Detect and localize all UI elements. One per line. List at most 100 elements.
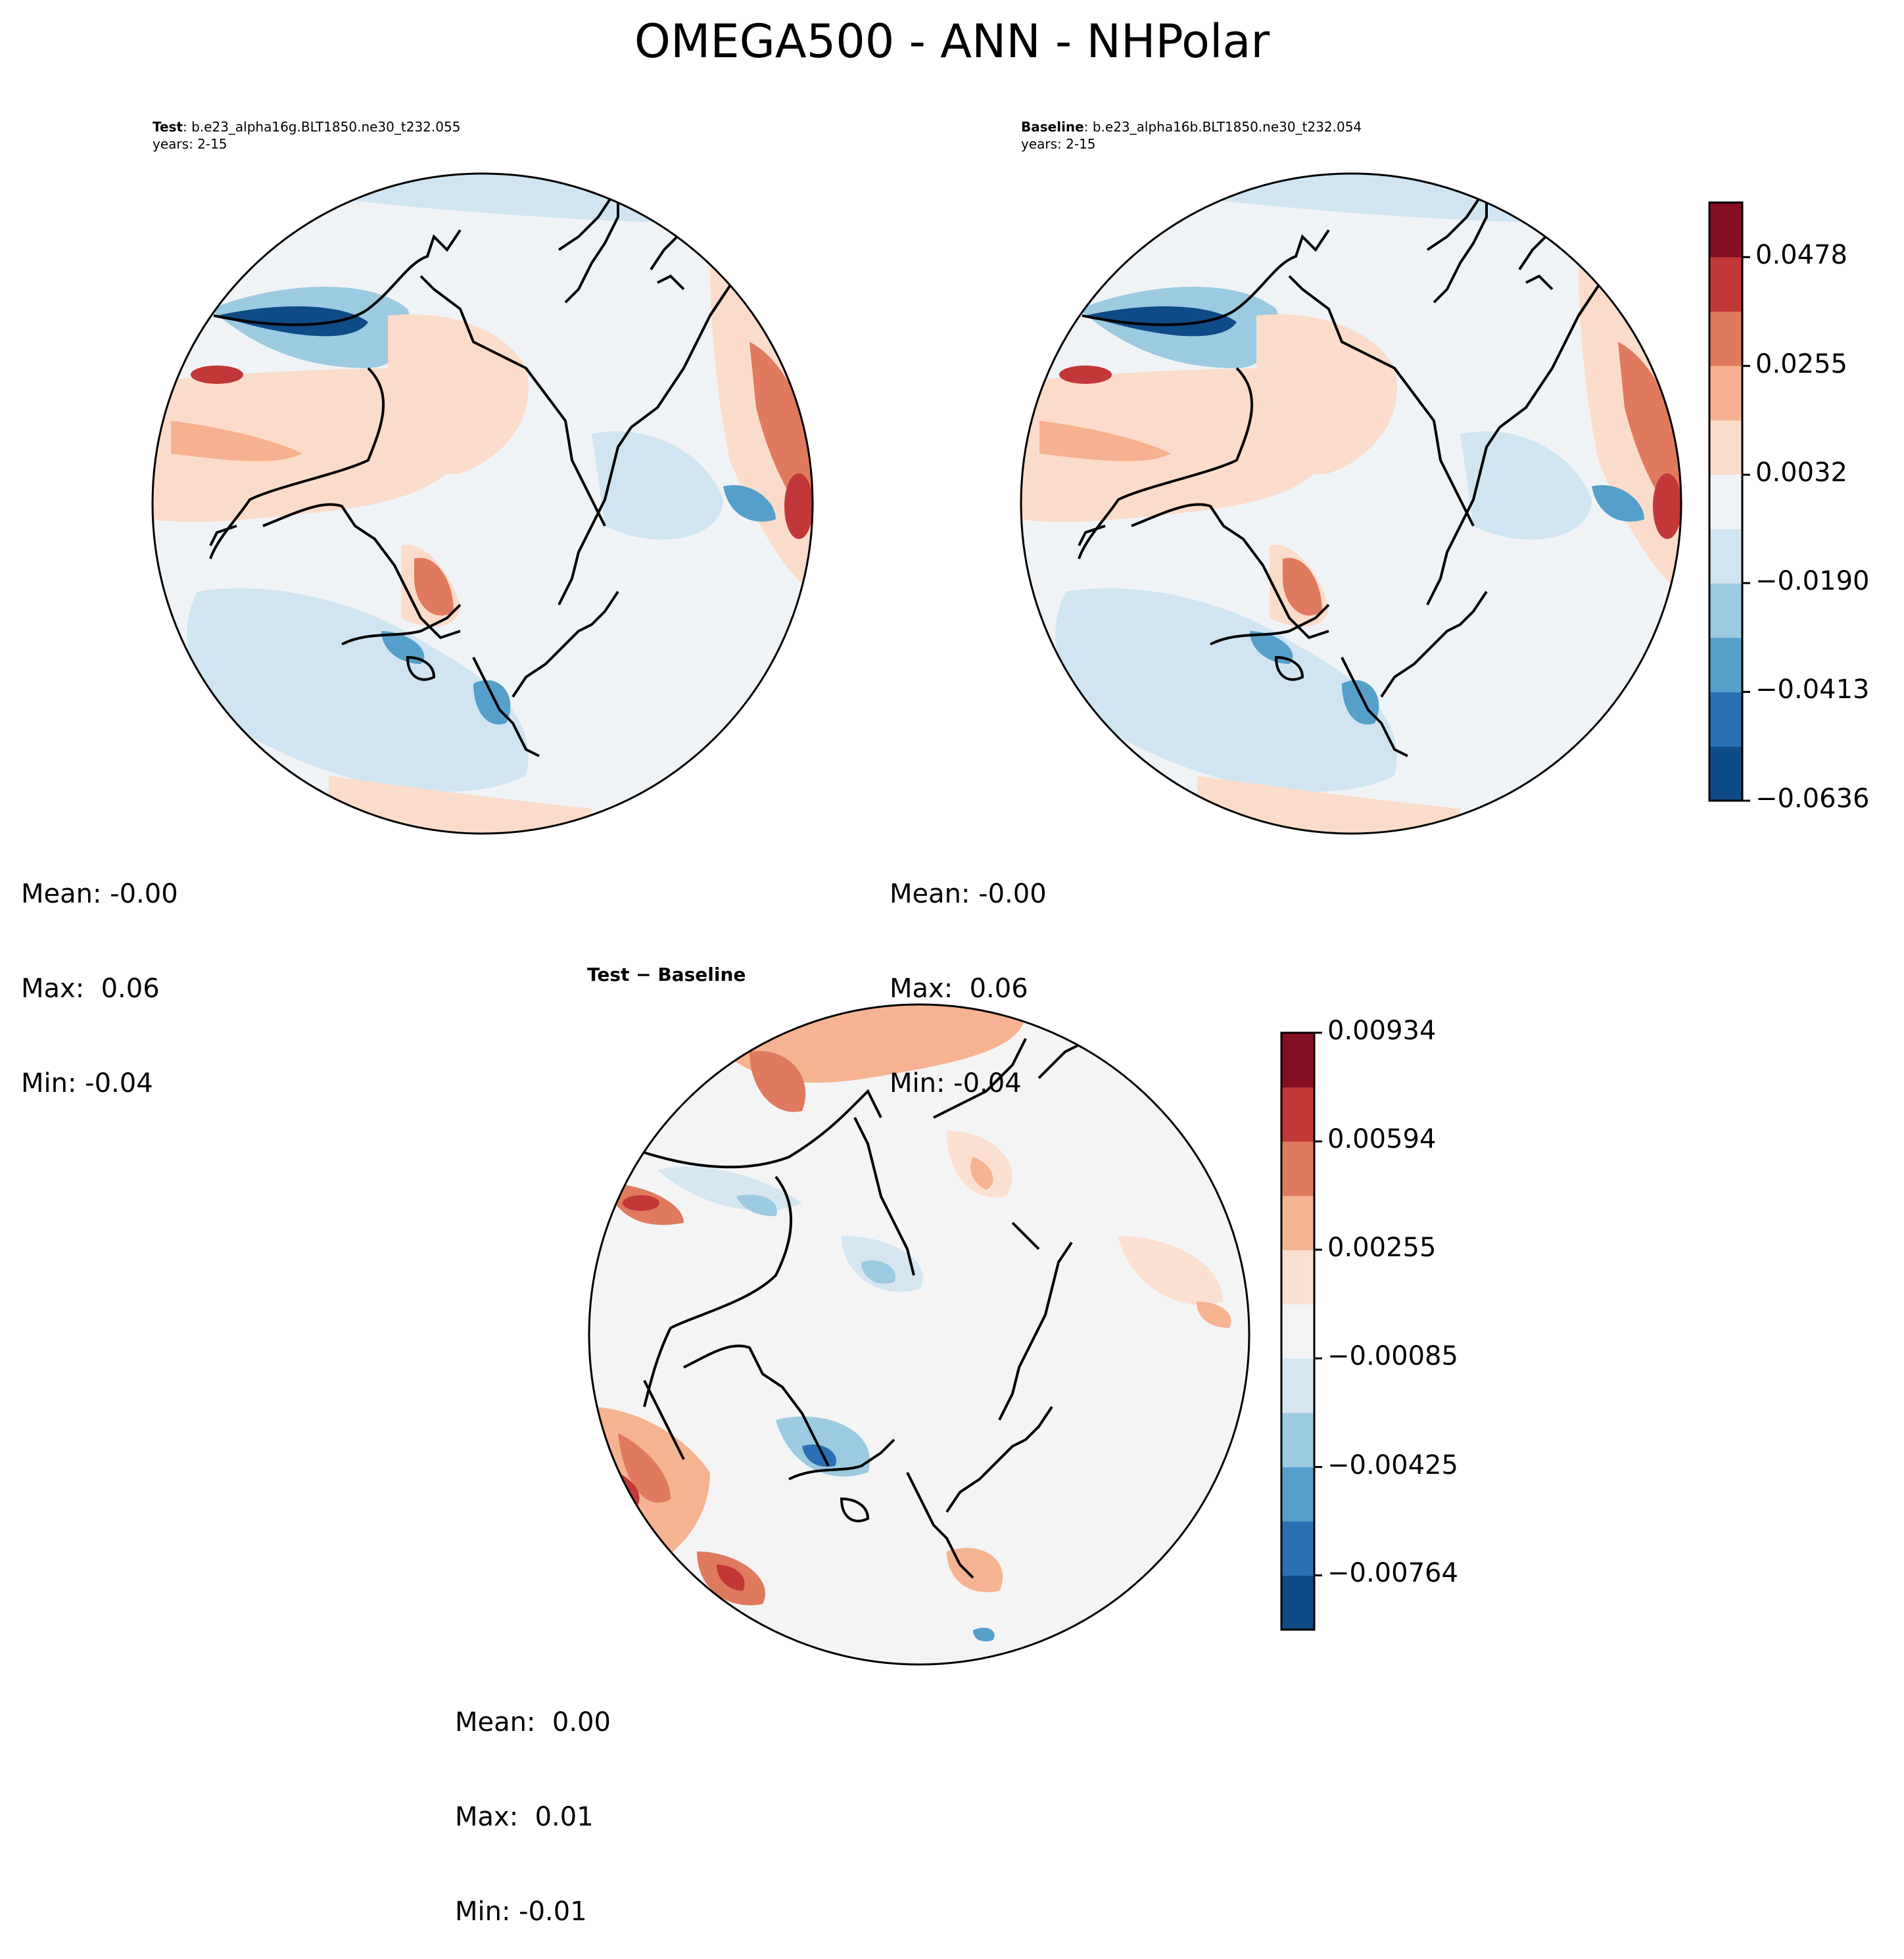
diff-colorbar	[1280, 1031, 1322, 1631]
colorbar-diff-band-0	[1281, 1575, 1314, 1630]
diff-region-east-pos2	[1197, 1302, 1231, 1328]
test-region-atlantic-neg	[187, 588, 529, 792]
maps-canvas	[151, 172, 1682, 1666]
diff-max: Max: 0.01	[455, 1802, 594, 1832]
diff-label-bold: Test − Baseline	[587, 964, 746, 985]
diff-map-boundary	[588, 1003, 1250, 1666]
colorbar-diff-tick-label-4: −0.00425	[1327, 1450, 1458, 1480]
diff-region-west-pos3	[618, 1433, 671, 1503]
baseline-stats: Mean: -0.00 Max: 0.06 Min: -0.04	[890, 815, 1047, 1131]
test-region-eurasia-neg	[592, 431, 723, 540]
baseline-region-south-pos	[1197, 776, 1460, 834]
colorbar-diff-border	[1280, 1031, 1316, 1631]
colorbar-diff-tick-label-5: −0.00764	[1327, 1558, 1458, 1589]
baseline-region-atlantic-neg	[1055, 588, 1397, 792]
test-region-aleutian-core	[217, 306, 368, 337]
diff-region-atlantic-pos	[947, 1547, 1003, 1592]
test-stats: Mean: -0.00 Max: 0.06 Min: -0.04	[21, 815, 178, 1131]
colorbar-main-band-2	[1709, 637, 1742, 693]
colorbar-main-tick-label-5: −0.0636	[1755, 784, 1870, 814]
figure-title: OMEGA500 - ANN - NHPolar	[634, 14, 1270, 68]
baseline-region-eurasia-neg2	[1592, 485, 1644, 522]
diff-region-west-red	[623, 1195, 659, 1211]
baseline-label-rest: : b.e23_alpha16b.BLT1850.ne30_t232.054	[1083, 119, 1362, 135]
colorbar-main-tick-label-2: 0.0032	[1755, 458, 1847, 488]
baseline-region-aleutian-core	[1085, 306, 1237, 337]
baseline-region-eurasia-neg	[1460, 431, 1592, 540]
colorbar-main-band-10	[1709, 202, 1742, 258]
test-max: Max: 0.06	[21, 974, 160, 1004]
test-years: years: 2-15	[153, 136, 227, 152]
diff-mean: Mean: 0.00	[455, 1707, 611, 1737]
diff-region-south-red	[717, 1565, 745, 1591]
baseline-region-canada-pos	[1256, 314, 1397, 475]
test-region-siberia-red	[784, 473, 813, 539]
baseline-mean: Mean: -0.00	[890, 879, 1047, 909]
test-map	[153, 174, 813, 834]
colorbar-main-band-8	[1709, 311, 1742, 366]
diff-region-canada-neg2	[802, 1444, 836, 1467]
test-subtitle: Test: b.e23_alpha16g.BLT1850.ne30_t232.0…	[153, 118, 460, 153]
baseline-subtitle: Baseline: b.e23_alpha16b.BLT1850.ne30_t2…	[1021, 118, 1362, 153]
colorbar-main-tick-label-3: −0.0190	[1755, 565, 1870, 596]
colorbar-diff-band-3	[1281, 1412, 1314, 1467]
diff-subtitle: Test − Baseline	[587, 964, 746, 985]
test-label-rest: : b.e23_alpha16g.BLT1850.ne30_t232.055	[183, 119, 461, 135]
colorbar-main-band-7	[1709, 366, 1742, 421]
colorbar-diff-band-9	[1281, 1087, 1314, 1142]
test-coastlines	[209, 183, 790, 757]
test-region-atlantic-neg2	[381, 631, 425, 664]
colorbar-diff-band-8	[1281, 1141, 1314, 1196]
test-region-pacific-pos2	[171, 421, 302, 461]
test-region-blob-red	[191, 366, 243, 384]
test-region-canada-pos	[388, 314, 529, 475]
colorbar-diff-tick-label-0: 0.00934	[1327, 1016, 1437, 1046]
baseline-region-blob-red	[1059, 366, 1112, 384]
test-region-south-pos	[329, 776, 592, 834]
colorbar-diff-band-4	[1281, 1358, 1314, 1413]
colorbar-main-band-0	[1709, 746, 1742, 801]
colorbar-diff-band-1	[1281, 1521, 1314, 1576]
diff-stats: Mean: 0.00 Max: 0.01 Min: -0.01	[455, 1643, 611, 1959]
diff-region-pacific-neg2	[736, 1194, 777, 1216]
baseline-min: Min: -0.04	[890, 1068, 1022, 1098]
test-mean: Mean: -0.00	[21, 879, 178, 909]
colorbar-diff-band-6	[1281, 1250, 1314, 1305]
test-min: Min: -0.04	[21, 1068, 153, 1098]
colorbar-main-band-4	[1709, 529, 1742, 584]
colorbar-main-band-3	[1709, 583, 1742, 638]
colorbar-main-band-1	[1709, 692, 1742, 747]
test-region-eurasia-neg2	[723, 485, 776, 522]
colorbar-diff-band-7	[1281, 1195, 1314, 1250]
colorbar-diff-band-2	[1281, 1467, 1314, 1522]
colorbar-main-band-9	[1709, 256, 1742, 312]
main-colorbar	[1708, 201, 1750, 802]
test-region-atlantic-neg3	[473, 680, 511, 724]
diff-min: Min: -0.01	[455, 1897, 587, 1927]
diff-region-polar-neg2	[861, 1260, 895, 1284]
colorbar-main-band-5	[1709, 474, 1742, 529]
colorbar-diff-band-10	[1281, 1033, 1314, 1088]
baseline-coastlines	[1078, 183, 1658, 757]
baseline-region-atlantic-neg2	[1250, 631, 1293, 664]
colorbar-main-band-6	[1709, 419, 1742, 475]
test-region-greenland-pos2	[414, 557, 454, 616]
baseline-map	[1021, 174, 1681, 834]
colorbar-main-tick-label-4: −0.0413	[1755, 674, 1870, 705]
test-label-bold: Test	[153, 119, 183, 135]
colorbar-main-border	[1708, 201, 1744, 802]
colorbar-diff-band-5	[1281, 1304, 1314, 1359]
colorbar-diff-tick-label-2: 0.00255	[1327, 1233, 1437, 1263]
diff-region-north-pos2	[750, 1050, 806, 1112]
baseline-max: Max: 0.06	[890, 974, 1028, 1004]
colorbar-main-tick-label-0: 0.0478	[1755, 240, 1847, 271]
colorbar-main-tick-label-1: 0.0255	[1755, 348, 1847, 379]
baseline-region-greenland-pos2	[1283, 557, 1322, 616]
diff-region-arctic-pos2	[970, 1157, 993, 1190]
test-map-boundary	[151, 172, 814, 835]
diff-map	[589, 1004, 1249, 1664]
baseline-label-bold: Baseline	[1021, 119, 1084, 135]
baseline-region-siberia-red	[1653, 473, 1681, 539]
colorbar-diff-tick-label-1: 0.00594	[1327, 1124, 1437, 1155]
diff-region-east-pos	[1118, 1236, 1223, 1306]
